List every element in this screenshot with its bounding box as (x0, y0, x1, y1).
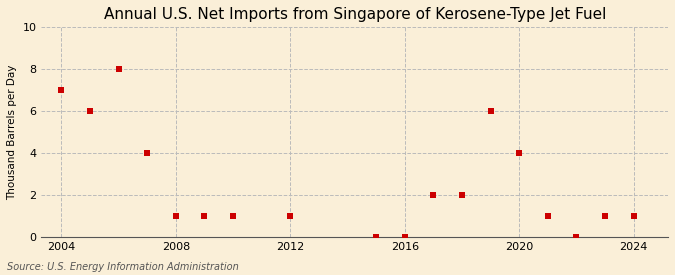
Point (400, 235, 410, 239)
Point (514, 151, 524, 155)
Point (371, 235, 381, 239)
Point (199, 214, 210, 218)
Point (485, 109, 496, 113)
Point (113, 67, 124, 71)
Point (428, 192, 439, 197)
Point (599, 214, 610, 218)
Point (171, 214, 182, 218)
Point (84, 109, 95, 113)
Point (628, 214, 639, 218)
Point (142, 151, 153, 155)
Point (285, 214, 296, 218)
Point (571, 235, 582, 239)
Point (543, 214, 554, 218)
Point (456, 192, 467, 197)
Text: Source: U.S. Energy Information Administration: Source: U.S. Energy Information Administ… (7, 262, 238, 272)
Point (56, 88, 67, 92)
Y-axis label: Thousand Barrels per Day: Thousand Barrels per Day (7, 64, 17, 200)
Title: Annual U.S. Net Imports from Singapore of Kerosene-Type Jet Fuel: Annual U.S. Net Imports from Singapore o… (103, 7, 606, 22)
Point (227, 214, 238, 218)
